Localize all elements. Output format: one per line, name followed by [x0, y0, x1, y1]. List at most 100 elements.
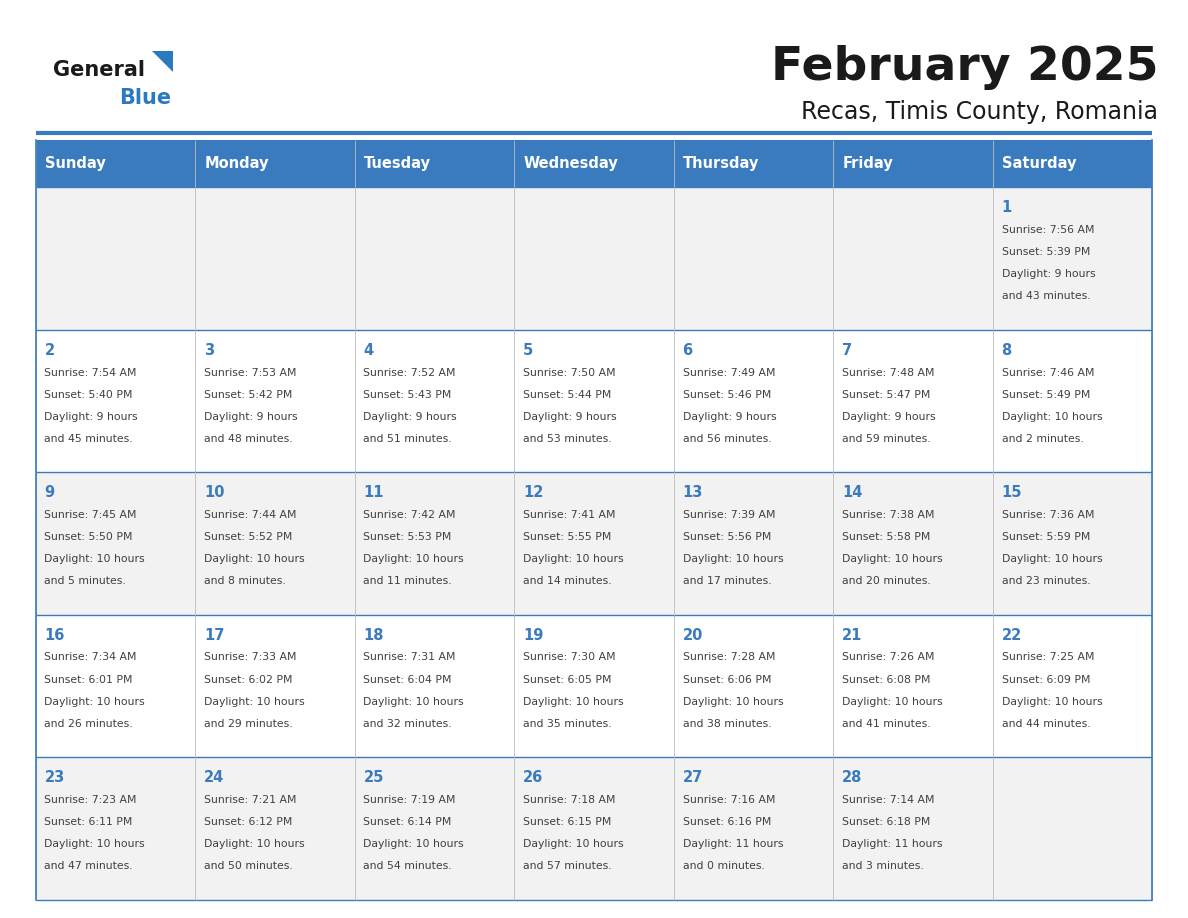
Text: Sunrise: 7:36 AM: Sunrise: 7:36 AM	[1001, 510, 1094, 520]
Text: and 43 minutes.: and 43 minutes.	[1001, 291, 1091, 301]
Text: Sunrise: 7:21 AM: Sunrise: 7:21 AM	[204, 795, 297, 805]
Text: Sunrise: 7:30 AM: Sunrise: 7:30 AM	[523, 653, 615, 663]
Text: Daylight: 9 hours: Daylight: 9 hours	[683, 411, 776, 421]
Text: Sunrise: 7:28 AM: Sunrise: 7:28 AM	[683, 653, 775, 663]
Text: Sunset: 6:02 PM: Sunset: 6:02 PM	[204, 675, 292, 685]
Text: Daylight: 10 hours: Daylight: 10 hours	[842, 697, 943, 707]
FancyBboxPatch shape	[674, 330, 833, 472]
Text: Sunrise: 7:56 AM: Sunrise: 7:56 AM	[1001, 225, 1094, 235]
FancyBboxPatch shape	[36, 615, 195, 757]
Text: February 2025: February 2025	[771, 45, 1158, 91]
Text: and 59 minutes.: and 59 minutes.	[842, 433, 930, 443]
FancyBboxPatch shape	[833, 757, 993, 900]
Text: 25: 25	[364, 770, 384, 785]
FancyBboxPatch shape	[514, 187, 674, 330]
Text: Daylight: 10 hours: Daylight: 10 hours	[364, 554, 465, 565]
Text: Sunset: 5:39 PM: Sunset: 5:39 PM	[1001, 247, 1089, 257]
Text: and 5 minutes.: and 5 minutes.	[44, 577, 126, 587]
Text: Daylight: 10 hours: Daylight: 10 hours	[523, 839, 624, 849]
Text: and 17 minutes.: and 17 minutes.	[683, 577, 771, 587]
FancyBboxPatch shape	[833, 615, 993, 757]
Text: 20: 20	[683, 628, 703, 643]
Text: Sunset: 5:47 PM: Sunset: 5:47 PM	[842, 389, 930, 399]
FancyBboxPatch shape	[355, 615, 514, 757]
Text: Sunset: 6:11 PM: Sunset: 6:11 PM	[44, 817, 133, 827]
Text: Tuesday: Tuesday	[365, 156, 431, 171]
Text: Sunrise: 7:54 AM: Sunrise: 7:54 AM	[44, 367, 137, 377]
Text: and 8 minutes.: and 8 minutes.	[204, 577, 285, 587]
Text: and 44 minutes.: and 44 minutes.	[1001, 719, 1091, 729]
FancyBboxPatch shape	[195, 757, 355, 900]
FancyBboxPatch shape	[674, 140, 833, 187]
Text: Sunset: 6:05 PM: Sunset: 6:05 PM	[523, 675, 612, 685]
Text: 21: 21	[842, 628, 862, 643]
Text: Sunset: 6:01 PM: Sunset: 6:01 PM	[44, 675, 133, 685]
Text: and 35 minutes.: and 35 minutes.	[523, 719, 612, 729]
Text: Daylight: 10 hours: Daylight: 10 hours	[523, 554, 624, 565]
Text: Sunrise: 7:44 AM: Sunrise: 7:44 AM	[204, 510, 297, 520]
Text: Sunset: 6:12 PM: Sunset: 6:12 PM	[204, 817, 292, 827]
Text: Sunset: 5:56 PM: Sunset: 5:56 PM	[683, 532, 771, 542]
Text: and 0 minutes.: and 0 minutes.	[683, 861, 764, 871]
Text: 11: 11	[364, 485, 384, 500]
Text: and 56 minutes.: and 56 minutes.	[683, 433, 771, 443]
Text: Sunset: 5:49 PM: Sunset: 5:49 PM	[1001, 389, 1089, 399]
Text: Daylight: 11 hours: Daylight: 11 hours	[683, 839, 783, 849]
Text: 13: 13	[683, 485, 703, 500]
Text: 1: 1	[1001, 200, 1012, 215]
Text: Sunrise: 7:50 AM: Sunrise: 7:50 AM	[523, 367, 615, 377]
Text: Daylight: 10 hours: Daylight: 10 hours	[523, 697, 624, 707]
FancyBboxPatch shape	[36, 140, 195, 187]
Text: Sunrise: 7:14 AM: Sunrise: 7:14 AM	[842, 795, 935, 805]
FancyBboxPatch shape	[195, 615, 355, 757]
FancyBboxPatch shape	[195, 140, 355, 187]
Text: Sunrise: 7:23 AM: Sunrise: 7:23 AM	[44, 795, 137, 805]
Text: and 14 minutes.: and 14 minutes.	[523, 577, 612, 587]
Text: 6: 6	[683, 342, 693, 358]
Polygon shape	[152, 51, 173, 72]
Text: and 48 minutes.: and 48 minutes.	[204, 433, 292, 443]
Text: 3: 3	[204, 342, 214, 358]
Text: Sunrise: 7:52 AM: Sunrise: 7:52 AM	[364, 367, 456, 377]
Text: Sunset: 5:52 PM: Sunset: 5:52 PM	[204, 532, 292, 542]
Text: and 47 minutes.: and 47 minutes.	[44, 861, 133, 871]
FancyBboxPatch shape	[993, 757, 1152, 900]
FancyBboxPatch shape	[514, 140, 674, 187]
Text: Sunrise: 7:49 AM: Sunrise: 7:49 AM	[683, 367, 775, 377]
Text: Daylight: 10 hours: Daylight: 10 hours	[1001, 554, 1102, 565]
Text: and 11 minutes.: and 11 minutes.	[364, 577, 453, 587]
Text: Sunrise: 7:46 AM: Sunrise: 7:46 AM	[1001, 367, 1094, 377]
Text: Sunset: 6:18 PM: Sunset: 6:18 PM	[842, 817, 930, 827]
Text: 16: 16	[44, 628, 65, 643]
FancyBboxPatch shape	[833, 330, 993, 472]
Text: and 51 minutes.: and 51 minutes.	[364, 433, 453, 443]
Text: and 29 minutes.: and 29 minutes.	[204, 719, 292, 729]
Text: Daylight: 9 hours: Daylight: 9 hours	[523, 411, 617, 421]
Text: 23: 23	[44, 770, 64, 785]
Text: Sunset: 5:50 PM: Sunset: 5:50 PM	[44, 532, 133, 542]
Text: Sunrise: 7:25 AM: Sunrise: 7:25 AM	[1001, 653, 1094, 663]
Text: General: General	[53, 60, 145, 80]
FancyBboxPatch shape	[674, 615, 833, 757]
Text: Sunset: 6:06 PM: Sunset: 6:06 PM	[683, 675, 771, 685]
FancyBboxPatch shape	[833, 140, 993, 187]
Text: Sunrise: 7:18 AM: Sunrise: 7:18 AM	[523, 795, 615, 805]
FancyBboxPatch shape	[674, 472, 833, 615]
Text: and 23 minutes.: and 23 minutes.	[1001, 577, 1091, 587]
Text: Sunrise: 7:41 AM: Sunrise: 7:41 AM	[523, 510, 615, 520]
Text: 22: 22	[1001, 628, 1022, 643]
FancyBboxPatch shape	[514, 615, 674, 757]
Text: 15: 15	[1001, 485, 1022, 500]
Text: and 57 minutes.: and 57 minutes.	[523, 861, 612, 871]
FancyBboxPatch shape	[514, 757, 674, 900]
Text: Sunset: 6:14 PM: Sunset: 6:14 PM	[364, 817, 451, 827]
Text: 5: 5	[523, 342, 533, 358]
Text: Sunset: 5:44 PM: Sunset: 5:44 PM	[523, 389, 612, 399]
Text: Sunrise: 7:53 AM: Sunrise: 7:53 AM	[204, 367, 297, 377]
Text: Daylight: 9 hours: Daylight: 9 hours	[204, 411, 297, 421]
Text: Daylight: 10 hours: Daylight: 10 hours	[44, 554, 145, 565]
Text: Sunrise: 7:16 AM: Sunrise: 7:16 AM	[683, 795, 775, 805]
FancyBboxPatch shape	[514, 472, 674, 615]
Text: Daylight: 10 hours: Daylight: 10 hours	[44, 839, 145, 849]
Text: 2: 2	[44, 342, 55, 358]
